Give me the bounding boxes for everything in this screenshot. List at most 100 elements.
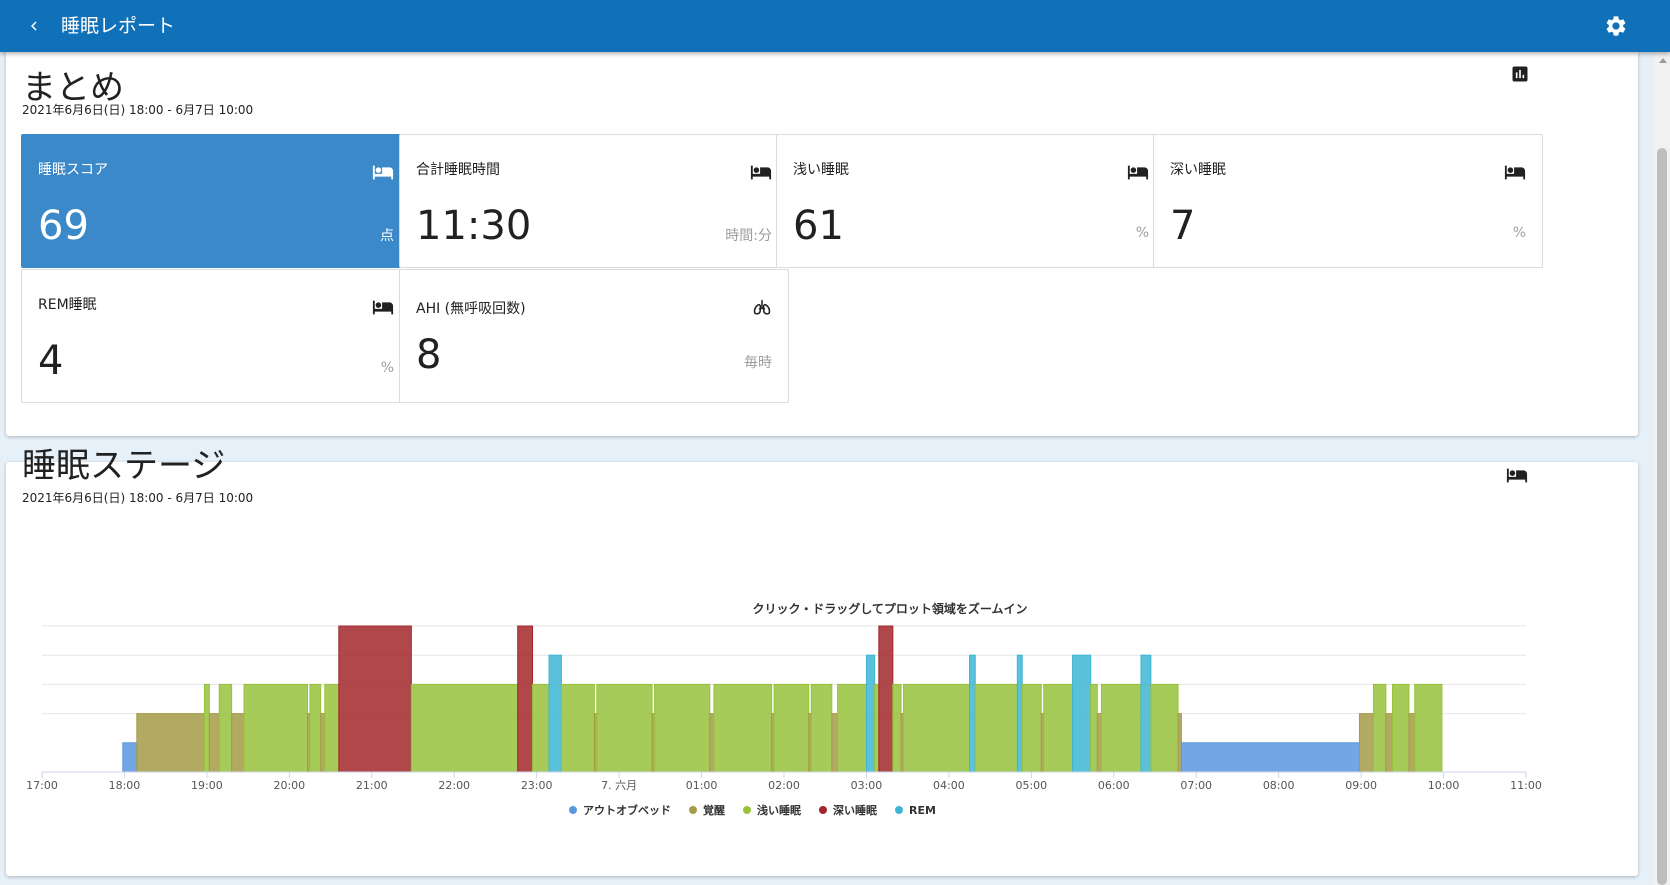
stage-bar xyxy=(1150,683,1179,773)
x-tick-label: 01:00 xyxy=(686,779,718,792)
stage-bar xyxy=(773,683,810,773)
stage-bar xyxy=(309,683,322,773)
legend-marker xyxy=(689,806,697,814)
legend-item[interactable]: 覚醒 xyxy=(689,803,725,817)
stage-bar xyxy=(1072,654,1092,773)
settings-button[interactable] xyxy=(1600,10,1632,42)
summary-card: まとめ 2021年6月6日(日) 18:00 - 6月7日 10:00 睡眠スコ… xyxy=(6,52,1638,436)
tile-deep-sleep[interactable]: 深い睡眠 7 % xyxy=(1153,134,1543,268)
stage-bar xyxy=(709,713,715,773)
bed-icon xyxy=(372,296,394,322)
x-tick-label: 07:00 xyxy=(1180,779,1212,792)
stage-bar xyxy=(1391,683,1410,773)
stage-bar xyxy=(974,683,1018,773)
stage-bar xyxy=(1414,683,1443,773)
stage-bar xyxy=(243,683,308,773)
stage-bar xyxy=(548,654,562,773)
x-tick-label: 06:00 xyxy=(1098,779,1130,792)
bed-icon xyxy=(750,161,772,187)
tile-sleep-score[interactable]: 睡眠スコア 69 点 xyxy=(21,134,411,268)
summary-date-range: 2021年6月6日(日) 18:00 - 6月7日 10:00 xyxy=(22,103,254,117)
stage-bar xyxy=(874,683,880,773)
stage-bar xyxy=(203,683,210,773)
legend-label: アウトオブベッド xyxy=(583,803,671,817)
bed-icon xyxy=(1127,161,1149,187)
x-tick-label: 11:00 xyxy=(1510,779,1542,792)
legend-item[interactable]: アウトオブベッド xyxy=(569,803,671,817)
x-tick-label: 22:00 xyxy=(438,779,470,792)
tile-ahi[interactable]: AHI (無呼吸回数) 8 毎時 xyxy=(399,269,789,403)
tile-unit: 毎時 xyxy=(744,355,772,371)
scroll-thumb[interactable] xyxy=(1657,148,1667,885)
x-tick-label: 04:00 xyxy=(933,779,965,792)
x-tick-label: 08:00 xyxy=(1263,779,1295,792)
stage-bar xyxy=(410,683,519,773)
tile-unit: % xyxy=(1135,225,1149,241)
stage-bar xyxy=(560,683,595,773)
legend-marker xyxy=(819,806,827,814)
stage-bar xyxy=(903,683,970,773)
stage-bar xyxy=(1021,683,1042,773)
tile-value: 7 xyxy=(1170,203,1196,249)
stage-bar xyxy=(596,683,653,773)
stage-bar xyxy=(713,683,773,773)
x-tick-label: 18:00 xyxy=(109,779,141,792)
summary-title: まとめ xyxy=(22,68,124,108)
stage-bar xyxy=(231,713,245,773)
back-button[interactable] xyxy=(16,8,52,44)
legend-item[interactable]: REM xyxy=(895,804,936,817)
tile-unit: % xyxy=(380,360,394,376)
x-tick-label: 20:00 xyxy=(273,779,305,792)
stage-bar xyxy=(837,683,867,773)
stage-bar xyxy=(1140,654,1152,773)
page-scrollbar[interactable] xyxy=(1654,52,1670,885)
bed-icon xyxy=(1506,464,1528,490)
stage-bar xyxy=(1408,713,1416,773)
legend-item[interactable]: 深い睡眠 xyxy=(819,803,877,817)
tile-light-sleep[interactable]: 浅い睡眠 61 % xyxy=(776,134,1166,268)
bed-icon xyxy=(1504,161,1526,187)
tile-value: 8 xyxy=(416,332,442,378)
x-tick-label: 09:00 xyxy=(1345,779,1377,792)
stage-bar xyxy=(218,683,233,773)
stage-bar xyxy=(122,742,138,773)
chart-svg[interactable]: クリック・ドラッグしてプロット領域をズームイン 17:00 18:00 19:00 20… xyxy=(26,558,1630,868)
x-tick-label: 23:00 xyxy=(521,779,553,792)
stage-bar xyxy=(1180,742,1360,773)
stages-date-range: 2021年6月6日(日) 18:00 - 6月7日 10:00 xyxy=(22,491,254,505)
tile-unit: 時間:分 xyxy=(725,228,772,244)
tile-label: AHI (無呼吸回数) xyxy=(416,301,526,317)
scroll-up-arrow[interactable] xyxy=(1659,58,1667,63)
legend-label: REM xyxy=(909,804,936,817)
tile-value: 61 xyxy=(793,203,844,249)
legend-item[interactable]: 浅い睡眠 xyxy=(743,803,801,817)
stage-bar xyxy=(1100,683,1142,773)
tile-value: 69 xyxy=(38,203,89,249)
legend-marker xyxy=(895,806,903,814)
x-tick-label: 19:00 xyxy=(191,779,223,792)
tile-rem-sleep[interactable]: REM睡眠 4 % xyxy=(21,269,411,403)
chevron-left-icon xyxy=(31,21,37,31)
stage-bar xyxy=(810,683,833,773)
legend-label: 覚醒 xyxy=(702,803,725,817)
tile-unit: 点 xyxy=(380,228,394,244)
stage-bar xyxy=(338,625,412,773)
tile-total-sleep-time[interactable]: 合計睡眠時間 11:30 時間:分 xyxy=(399,134,789,268)
lungs-icon xyxy=(752,298,772,322)
stage-bar xyxy=(1385,713,1393,773)
bed-icon xyxy=(372,161,394,187)
stage-bar xyxy=(532,683,550,773)
page-title: 睡眠レポート xyxy=(61,15,176,37)
tile-label: 浅い睡眠 xyxy=(793,162,849,178)
stage-bar xyxy=(1358,713,1374,773)
stage-bar xyxy=(878,625,894,773)
bar-chart-icon[interactable] xyxy=(1510,64,1530,88)
x-tick-label: 7. 六月 xyxy=(601,779,637,792)
tile-value: 4 xyxy=(38,338,64,384)
x-tick-label: 21:00 xyxy=(356,779,388,792)
stages-title: 睡眠ステージ xyxy=(22,446,226,486)
sleep-stage-chart[interactable]: クリック・ドラッグしてプロット領域をズームイン 17:00 18:00 19:00 20… xyxy=(26,558,1630,868)
tile-label: 深い睡眠 xyxy=(1170,162,1226,178)
tile-label: 合計睡眠時間 xyxy=(416,162,500,178)
tile-value: 11:30 xyxy=(416,203,532,249)
